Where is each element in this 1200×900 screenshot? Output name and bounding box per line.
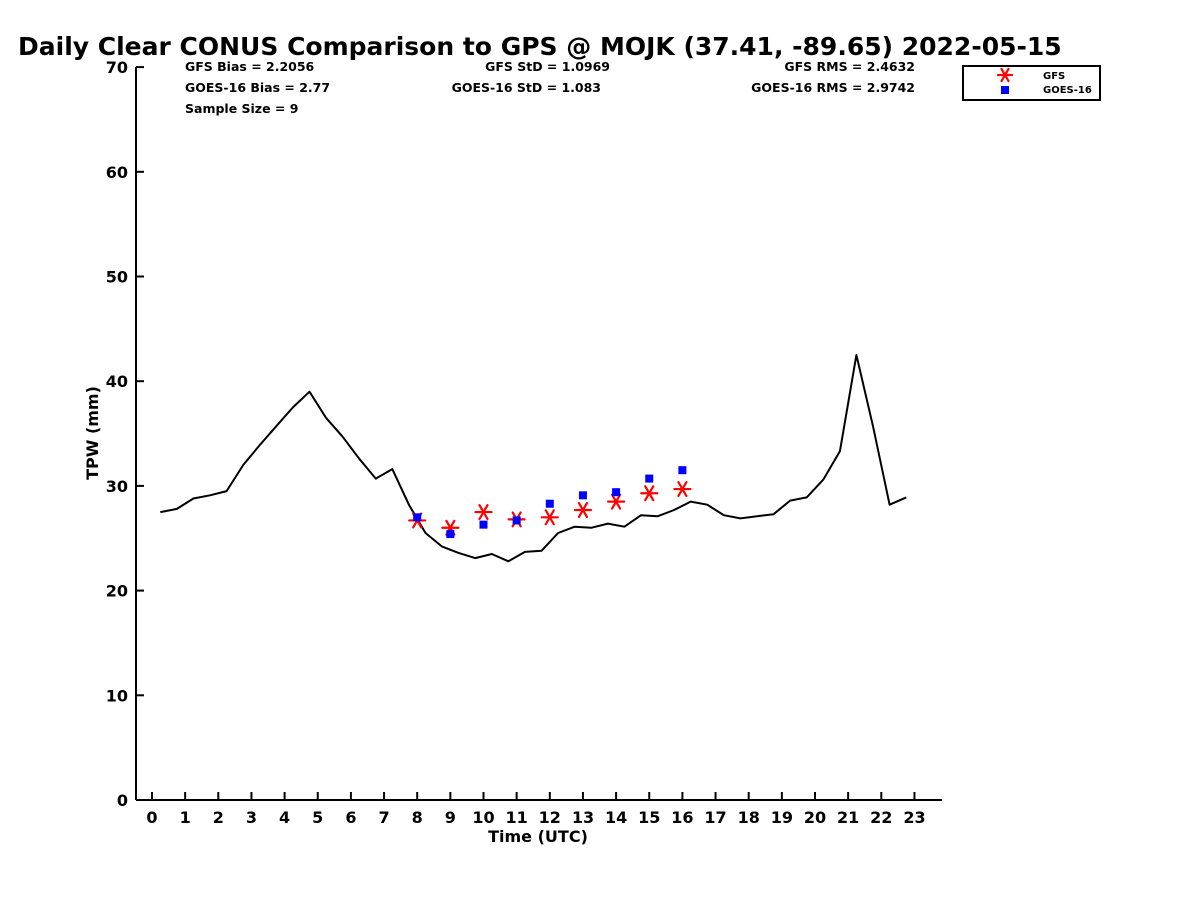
x-tick-label: 13 <box>572 808 594 827</box>
x-tick-label: 3 <box>246 808 257 827</box>
y-tick-label: 70 <box>106 58 128 77</box>
x-ticks: 0 1 2 3 4 5 6 7 8 9 10 11 12 13 14 15 16 17 18 19 20 21 22 23 <box>146 792 926 827</box>
legend-gfs-asterisk <box>996 67 1014 83</box>
x-tick-label: 1 <box>180 808 191 827</box>
gfs-point <box>573 501 593 519</box>
gfs-std-text: GFS StD = 1.0969 <box>485 59 610 74</box>
legend-gfs-label: GFS <box>1043 71 1065 82</box>
x-tick-label: 17 <box>704 808 726 827</box>
chart-title: Daily Clear CONUS Comparison to GPS @ MO… <box>18 32 1062 61</box>
x-tick-label: 18 <box>738 808 760 827</box>
gfs-point <box>540 509 559 526</box>
legend-goes-marker <box>1001 86 1009 94</box>
gfs-point <box>606 493 626 510</box>
axes <box>135 67 942 801</box>
y-tick-label: 60 <box>106 163 128 182</box>
x-tick-label: 8 <box>412 808 423 827</box>
goes16-point <box>413 513 422 522</box>
x-tick-label: 7 <box>378 808 389 827</box>
gfs-rms-text: GFS RMS = 2.4632 <box>784 59 915 74</box>
x-tick-label: 2 <box>213 808 224 827</box>
gps-series-line <box>160 354 907 563</box>
goes16-point <box>512 516 521 525</box>
y-tick-label: 50 <box>106 268 128 287</box>
legend-gfs-marker <box>996 67 1014 83</box>
x-tick-label: 16 <box>671 808 693 827</box>
x-axis-label: Time (UTC) <box>488 827 588 846</box>
x-tick-label: 0 <box>146 808 157 827</box>
x-tick-label: 5 <box>312 808 323 827</box>
x-tick-label: 9 <box>445 808 456 827</box>
gfs-point <box>474 504 493 521</box>
y-tick-label: 20 <box>106 582 128 601</box>
x-tick-label: 15 <box>638 808 660 827</box>
x-tick-label: 23 <box>903 808 925 827</box>
x-tick-label: 14 <box>605 808 627 827</box>
y-tick-label: 10 <box>106 686 128 705</box>
goes-bias-text: GOES-16 Bias = 2.77 <box>185 80 330 95</box>
y-tick-label: 0 <box>117 791 128 810</box>
goes16-point <box>578 491 587 500</box>
gfs-point <box>673 481 692 498</box>
legend: GFS GOES-16 <box>962 65 1101 101</box>
x-tick-label: 12 <box>539 808 561 827</box>
x-tick-label: 10 <box>472 808 494 827</box>
legend-box <box>962 65 1101 101</box>
goes16-point <box>645 474 654 483</box>
gfs-bias-text: GFS Bias = 2.2056 <box>185 59 315 74</box>
legend-goes-label: GOES-16 <box>1043 85 1092 96</box>
sample-size-text: Sample Size = 9 <box>185 101 298 116</box>
x-tick-label: 19 <box>771 808 793 827</box>
goes16-point <box>612 488 621 497</box>
x-tick-label: 21 <box>837 808 859 827</box>
y-ticks: 0 10 20 30 40 50 60 70 <box>106 58 144 810</box>
y-tick-label: 30 <box>106 477 128 496</box>
plot-area <box>160 354 907 563</box>
y-tick-label: 40 <box>106 372 128 391</box>
x-tick-label: 6 <box>345 808 356 827</box>
goes16-point <box>446 530 455 539</box>
goes-std-text: GOES-16 StD = 1.083 <box>452 80 601 95</box>
gfs-point <box>640 485 659 502</box>
x-tick-label: 20 <box>804 808 826 827</box>
goes16-point <box>545 499 554 508</box>
goes16-point <box>479 520 488 529</box>
goes16-point <box>678 466 687 475</box>
x-tick-label: 22 <box>870 808 892 827</box>
x-tick-label: 4 <box>279 808 290 827</box>
x-tick-label: 11 <box>506 808 528 827</box>
goes-rms-text: GOES-16 RMS = 2.9742 <box>751 80 915 95</box>
y-axis-label: TPW (mm) <box>83 386 102 480</box>
